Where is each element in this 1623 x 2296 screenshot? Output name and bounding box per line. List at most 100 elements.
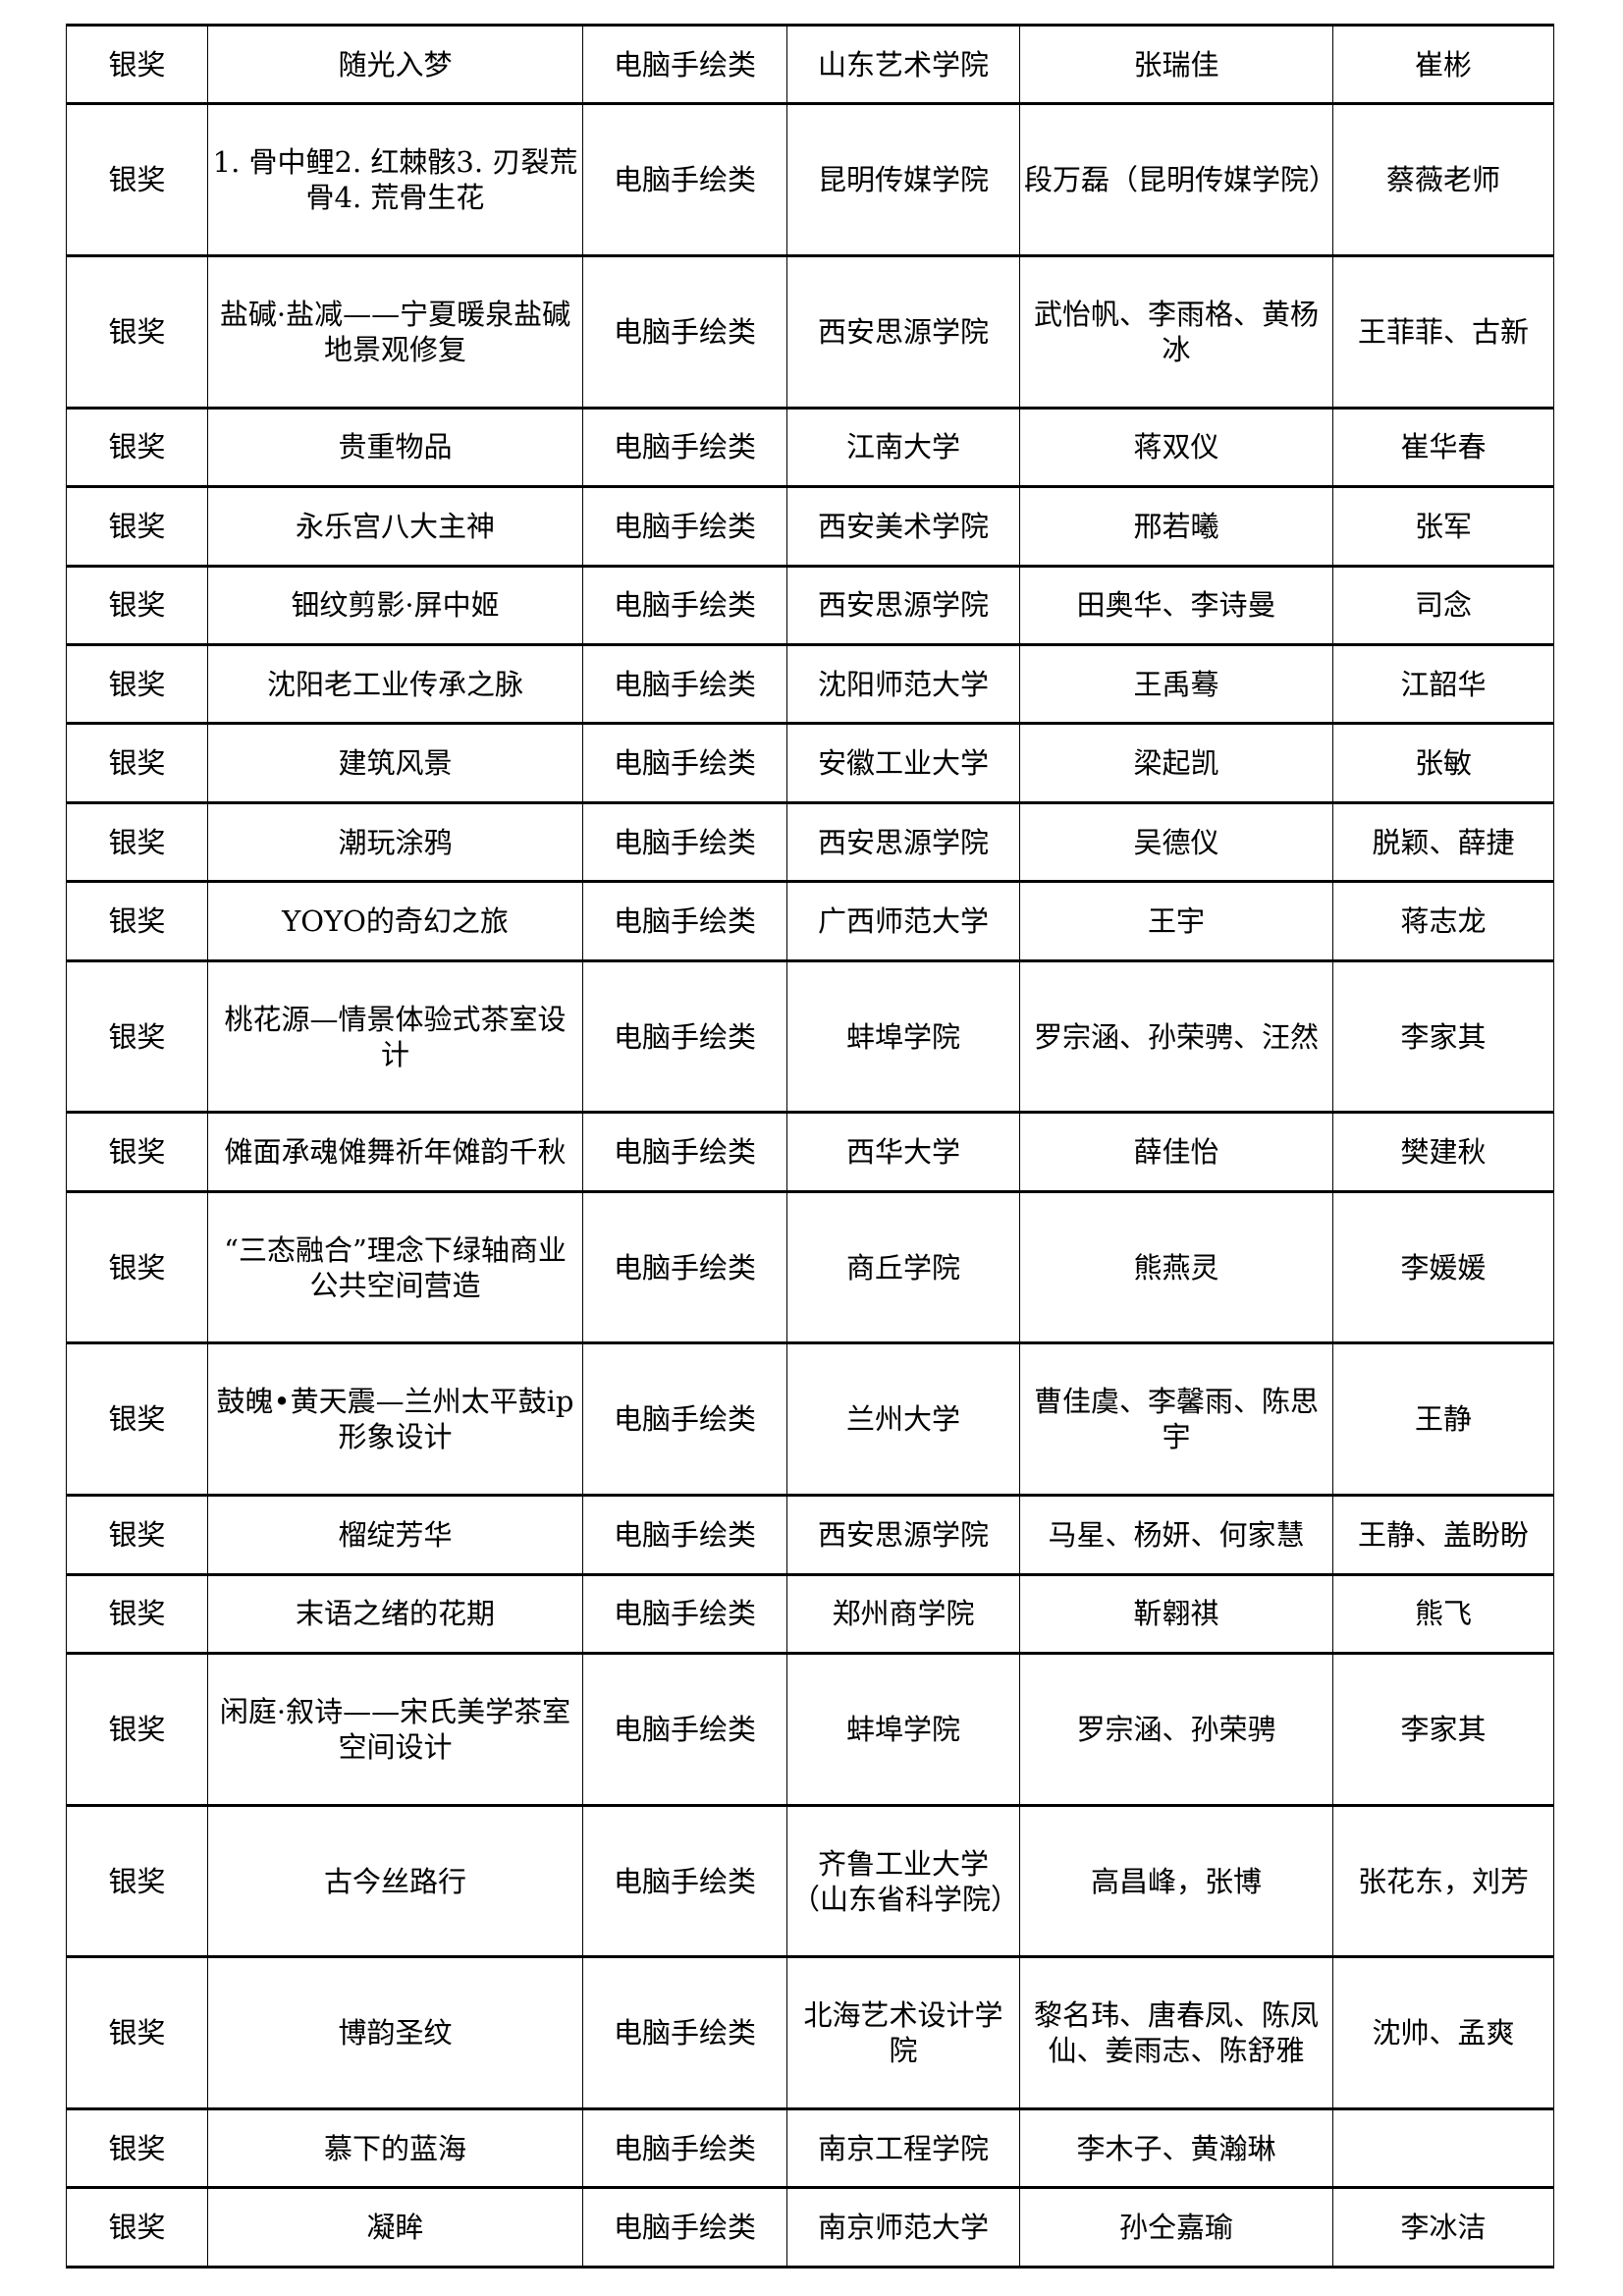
table-row: 银奖 慕下的蓝海 电脑手绘类 南京工程学院 李木子、黄瀚琳 bbox=[66, 2107, 1554, 2190]
table-row: 银奖 随光入梦 电脑手绘类 山东艺术学院 张瑞佳 崔彬 bbox=[66, 23, 1554, 106]
cell-school: 西安美术学院 bbox=[786, 485, 1020, 568]
cell-category: 电脑手绘类 bbox=[582, 1652, 787, 1807]
cell-authors: 蒋双仪 bbox=[1019, 406, 1333, 489]
cell-award-level: 银奖 bbox=[66, 1494, 208, 1576]
cell-category: 电脑手绘类 bbox=[582, 102, 787, 258]
cell-award-level: 银奖 bbox=[66, 2186, 208, 2269]
table-row: 银奖 博韵圣纹 电脑手绘类 北海艺术设计学院 黎名玮、唐春凤、陈凤仙、姜雨志、陈舒雅 沈帅… bbox=[66, 1955, 1554, 2111]
table-row: 银奖 凝眸 电脑手绘类 南京师范大学 孙仝嘉瑜 李冰洁 bbox=[66, 2186, 1554, 2269]
cell-school: 山东艺术学院 bbox=[786, 23, 1020, 106]
cell-school: 郑州商学院 bbox=[786, 1572, 1020, 1656]
cell-school: 兰州大学 bbox=[786, 1341, 1020, 1498]
cell-advisor: 崔彬 bbox=[1332, 23, 1554, 106]
cell-school: 广西师范大学 bbox=[786, 880, 1020, 962]
table-row: 银奖 沈阳老工业传承之脉 电脑手绘类 沈阳师范大学 王禹蓦 江韶华 bbox=[66, 643, 1554, 726]
cell-category: 电脑手绘类 bbox=[582, 800, 787, 884]
cell-award-level: 银奖 bbox=[66, 23, 208, 106]
cell-work-title: 傩面承魂傩舞祈年傩韵千秋 bbox=[207, 1111, 583, 1193]
cell-category: 电脑手绘类 bbox=[582, 564, 787, 647]
cell-work-title: 贵重物品 bbox=[207, 406, 583, 489]
cell-category: 电脑手绘类 bbox=[582, 958, 787, 1115]
cell-award-level: 银奖 bbox=[66, 800, 208, 884]
cell-advisor: 王静、盖盼盼 bbox=[1332, 1494, 1554, 1576]
table-row: 银奖 傩面承魂傩舞祈年傩韵千秋 电脑手绘类 西华大学 薛佳怡 樊建秋 bbox=[66, 1111, 1554, 1193]
cell-advisor: 王静 bbox=[1332, 1341, 1554, 1498]
cell-award-level: 银奖 bbox=[66, 2107, 208, 2190]
cell-award-level: 银奖 bbox=[66, 958, 208, 1115]
cell-school: 昆明传媒学院 bbox=[786, 102, 1020, 258]
cell-work-title: 博韵圣纹 bbox=[207, 1955, 583, 2111]
table-row: 银奖 “三态融合”理念下绿轴商业公共空间营造 电脑手绘类 商丘学院 熊燕灵 李媛媛 bbox=[66, 1189, 1554, 1345]
cell-award-level: 银奖 bbox=[66, 643, 208, 726]
cell-category: 电脑手绘类 bbox=[582, 1494, 787, 1576]
cell-school: 西安思源学院 bbox=[786, 564, 1020, 647]
cell-category: 电脑手绘类 bbox=[582, 406, 787, 489]
cell-award-level: 银奖 bbox=[66, 406, 208, 489]
awards-table: 银奖 随光入梦 电脑手绘类 山东艺术学院 张瑞佳 崔彬 银奖 1. 骨中鲤2. 红棘骸3. 刃… bbox=[66, 23, 1554, 2269]
cell-school: 蚌埠学院 bbox=[786, 958, 1020, 1115]
cell-work-title: 盐碱·盐减——宁夏暖泉盐碱地景观修复 bbox=[207, 254, 583, 410]
cell-work-title: 永乐宫八大主神 bbox=[207, 485, 583, 568]
cell-advisor: 李家其 bbox=[1332, 958, 1554, 1115]
cell-work-title: 闲庭·叙诗——宋氏美学茶室空间设计 bbox=[207, 1652, 583, 1807]
cell-category: 电脑手绘类 bbox=[582, 1341, 787, 1498]
cell-advisor: 熊飞 bbox=[1332, 1572, 1554, 1656]
cell-category: 电脑手绘类 bbox=[582, 1803, 787, 1959]
cell-school: 西华大学 bbox=[786, 1111, 1020, 1193]
table-row: 银奖 盐碱·盐减——宁夏暖泉盐碱地景观修复 电脑手绘类 西安思源学院 武怡帆、李雨格、黄… bbox=[66, 254, 1554, 410]
cell-authors: 段万磊（昆明传媒学院） bbox=[1019, 102, 1337, 258]
cell-work-title: 潮玩涂鸦 bbox=[207, 800, 583, 884]
cell-category: 电脑手绘类 bbox=[582, 1111, 787, 1193]
cell-advisor: 王菲菲、古新 bbox=[1332, 254, 1554, 410]
table-row: 银奖 钿纹剪影·屏中姬 电脑手绘类 西安思源学院 田奥华、李诗曼 司念 bbox=[66, 564, 1554, 647]
cell-school: 齐鲁工业大学（山东省科学院） bbox=[786, 1803, 1020, 1959]
cell-advisor bbox=[1332, 2107, 1554, 2190]
cell-award-level: 银奖 bbox=[66, 1652, 208, 1807]
cell-authors: 曹佳虞、李馨雨、陈思宇 bbox=[1019, 1341, 1333, 1498]
cell-advisor: 江韶华 bbox=[1332, 643, 1554, 726]
cell-authors: 熊燕灵 bbox=[1019, 1189, 1333, 1345]
cell-advisor: 李媛媛 bbox=[1332, 1189, 1554, 1345]
cell-category: 电脑手绘类 bbox=[582, 254, 787, 410]
table-row: 银奖 潮玩涂鸦 电脑手绘类 西安思源学院 吴德仪 脱颖、薛捷 bbox=[66, 800, 1554, 884]
cell-award-level: 银奖 bbox=[66, 1189, 208, 1345]
cell-work-title: 鼓魄•黄天震—兰州太平鼓ip形象设计 bbox=[207, 1341, 583, 1498]
cell-advisor: 张花东，刘芳 bbox=[1332, 1803, 1554, 1959]
cell-advisor: 蔡薇老师 bbox=[1332, 102, 1554, 258]
cell-work-title: 慕下的蓝海 bbox=[207, 2107, 583, 2190]
table-row: 银奖 榴绽芳华 电脑手绘类 西安思源学院 马星、杨妍、何家慧 王静、盖盼盼 bbox=[66, 1494, 1554, 1576]
table-row: 银奖 古今丝路行 电脑手绘类 齐鲁工业大学（山东省科学院） 高昌峰，张博 张花东，刘芳 bbox=[66, 1803, 1554, 1959]
cell-authors: 田奥华、李诗曼 bbox=[1019, 564, 1333, 647]
cell-school: 南京工程学院 bbox=[786, 2107, 1020, 2190]
table-row: 银奖 YOYO的奇幻之旅 电脑手绘类 广西师范大学 王宇 蒋志龙 bbox=[66, 880, 1554, 962]
cell-advisor: 张敏 bbox=[1332, 722, 1554, 804]
cell-advisor: 沈帅、孟爽 bbox=[1332, 1955, 1554, 2111]
cell-work-title: 桃花源—情景体验式茶室设计 bbox=[207, 958, 583, 1115]
cell-advisor: 蒋志龙 bbox=[1332, 880, 1554, 962]
cell-authors: 邢若曦 bbox=[1019, 485, 1333, 568]
cell-award-level: 银奖 bbox=[66, 1341, 208, 1498]
cell-authors: 靳翱祺 bbox=[1019, 1572, 1333, 1656]
cell-work-title: 1. 骨中鲤2. 红棘骸3. 刃裂荒骨4. 荒骨生花 bbox=[207, 102, 583, 258]
cell-award-level: 银奖 bbox=[66, 722, 208, 804]
cell-school: 江南大学 bbox=[786, 406, 1020, 489]
cell-authors: 孙仝嘉瑜 bbox=[1019, 2186, 1333, 2269]
cell-authors: 梁起凯 bbox=[1019, 722, 1333, 804]
cell-category: 电脑手绘类 bbox=[582, 1955, 787, 2111]
cell-category: 电脑手绘类 bbox=[582, 23, 787, 106]
cell-school: 西安思源学院 bbox=[786, 800, 1020, 884]
cell-advisor: 司念 bbox=[1332, 564, 1554, 647]
cell-work-title: 古今丝路行 bbox=[207, 1803, 583, 1959]
cell-work-title: 随光入梦 bbox=[207, 23, 583, 106]
cell-authors: 王宇 bbox=[1019, 880, 1333, 962]
table-row: 银奖 末语之绪的花期 电脑手绘类 郑州商学院 靳翱祺 熊飞 bbox=[66, 1572, 1554, 1656]
cell-work-title: YOYO的奇幻之旅 bbox=[207, 880, 583, 962]
cell-authors: 黎名玮、唐春凤、陈凤仙、姜雨志、陈舒雅 bbox=[1019, 1955, 1333, 2111]
cell-school: 沈阳师范大学 bbox=[786, 643, 1020, 726]
cell-award-level: 银奖 bbox=[66, 1955, 208, 2111]
cell-authors: 张瑞佳 bbox=[1019, 23, 1333, 106]
cell-authors: 武怡帆、李雨格、黄杨冰 bbox=[1019, 254, 1333, 410]
cell-authors: 罗宗涵、孙荣骋 bbox=[1019, 1652, 1333, 1807]
cell-category: 电脑手绘类 bbox=[582, 2186, 787, 2269]
cell-award-level: 银奖 bbox=[66, 564, 208, 647]
